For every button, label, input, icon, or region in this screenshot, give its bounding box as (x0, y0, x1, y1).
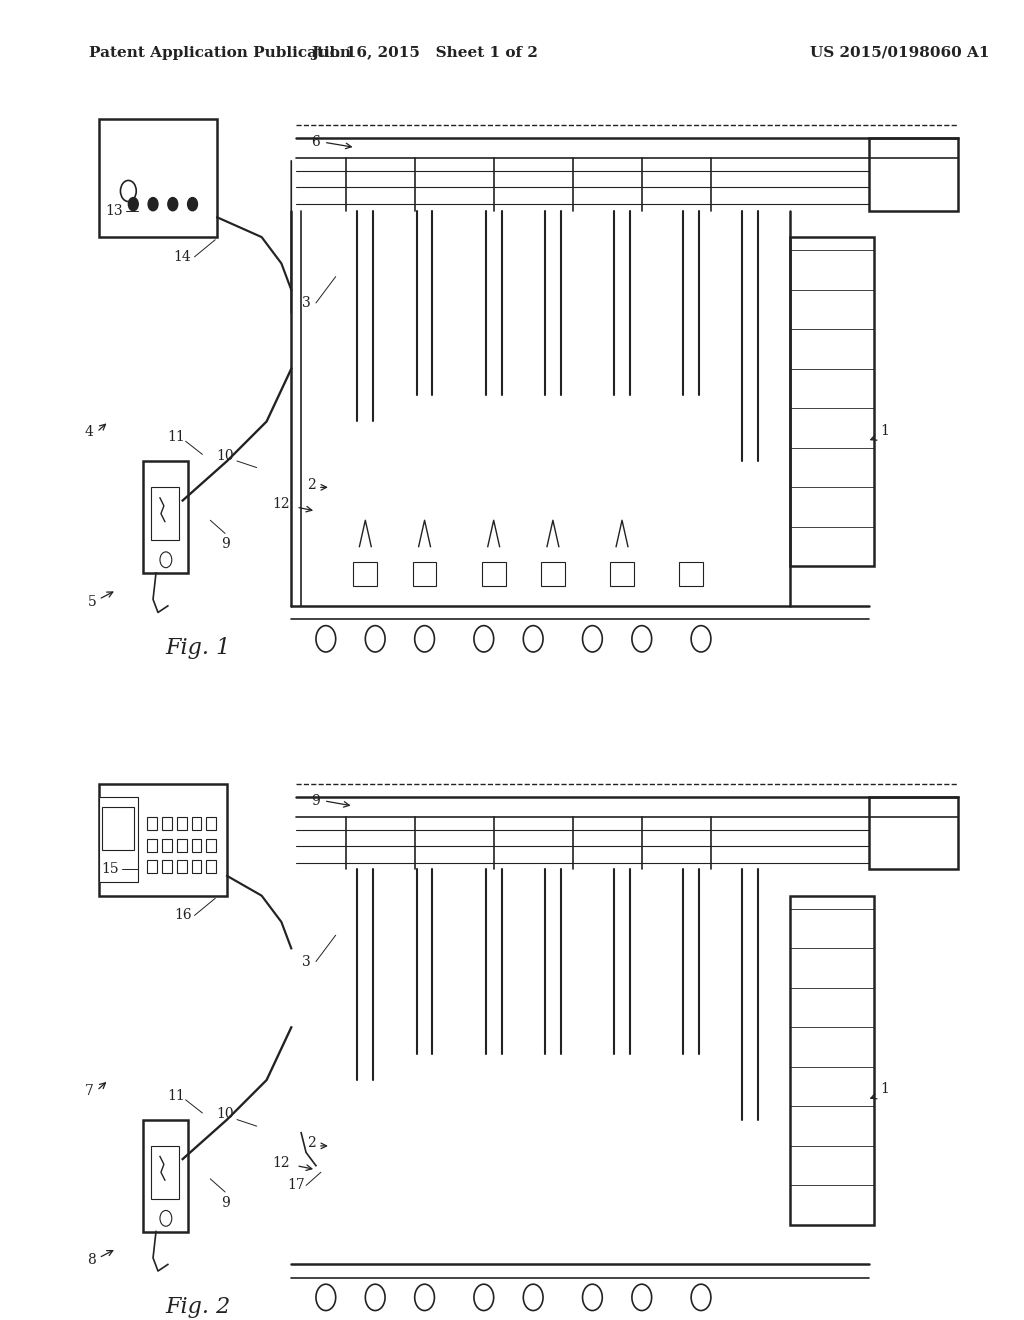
Text: 3: 3 (302, 954, 310, 969)
Bar (143, 461, 187, 573)
Text: 9: 9 (311, 793, 321, 808)
Text: 14: 14 (174, 249, 191, 264)
Text: 9: 9 (221, 537, 229, 550)
Text: 16: 16 (174, 908, 191, 923)
Bar (679, 562, 703, 586)
Text: 10: 10 (216, 449, 233, 463)
Text: 1: 1 (881, 424, 889, 438)
Bar (207, 817, 216, 830)
Bar (790, 238, 873, 566)
Bar (869, 139, 957, 211)
Bar (207, 840, 216, 853)
Text: Fig. 2: Fig. 2 (165, 1296, 230, 1317)
Text: 11: 11 (167, 1089, 184, 1102)
Bar (98, 784, 227, 896)
Bar (869, 797, 957, 870)
Bar (177, 861, 186, 874)
Bar (147, 861, 157, 874)
Bar (177, 840, 186, 853)
Bar (162, 861, 172, 874)
Text: Jul. 16, 2015   Sheet 1 of 2: Jul. 16, 2015 Sheet 1 of 2 (311, 46, 538, 59)
Text: 12: 12 (272, 1156, 290, 1170)
Text: 13: 13 (105, 203, 124, 218)
Bar (482, 562, 506, 586)
Text: 4: 4 (84, 425, 93, 440)
Bar (147, 817, 157, 830)
Text: 2: 2 (306, 478, 315, 492)
Text: 6: 6 (311, 135, 321, 149)
Bar (413, 562, 436, 586)
Bar (541, 562, 565, 586)
Bar (790, 896, 873, 1225)
Text: Patent Application Publication: Patent Application Publication (89, 46, 351, 59)
Text: 15: 15 (100, 862, 119, 876)
Circle shape (148, 198, 158, 211)
Circle shape (168, 198, 178, 211)
Text: 2: 2 (306, 1137, 315, 1150)
Bar (353, 562, 377, 586)
Text: 8: 8 (87, 1254, 96, 1267)
Text: US 2015/0198060 A1: US 2015/0198060 A1 (810, 46, 989, 59)
Circle shape (187, 198, 198, 211)
Text: 5: 5 (87, 595, 96, 609)
Bar (98, 797, 138, 883)
Bar (152, 1146, 179, 1199)
Bar (147, 840, 157, 853)
Bar (610, 562, 634, 586)
Bar (101, 808, 134, 850)
Text: 3: 3 (302, 296, 310, 310)
Bar (143, 1119, 187, 1232)
Text: 10: 10 (216, 1107, 233, 1121)
Text: Fig. 1: Fig. 1 (165, 638, 230, 659)
Bar (162, 817, 172, 830)
Text: 7: 7 (84, 1084, 93, 1098)
Text: 1: 1 (881, 1082, 889, 1097)
Text: 12: 12 (272, 498, 290, 511)
Bar (207, 861, 216, 874)
Circle shape (128, 198, 138, 211)
Bar (162, 840, 172, 853)
Text: 9: 9 (221, 1196, 229, 1209)
Bar (152, 487, 179, 540)
Bar (177, 817, 186, 830)
Bar (191, 817, 202, 830)
Text: 11: 11 (167, 430, 184, 445)
Text: 17: 17 (288, 1179, 305, 1192)
Bar (191, 840, 202, 853)
Bar (98, 119, 217, 238)
Bar (191, 861, 202, 874)
